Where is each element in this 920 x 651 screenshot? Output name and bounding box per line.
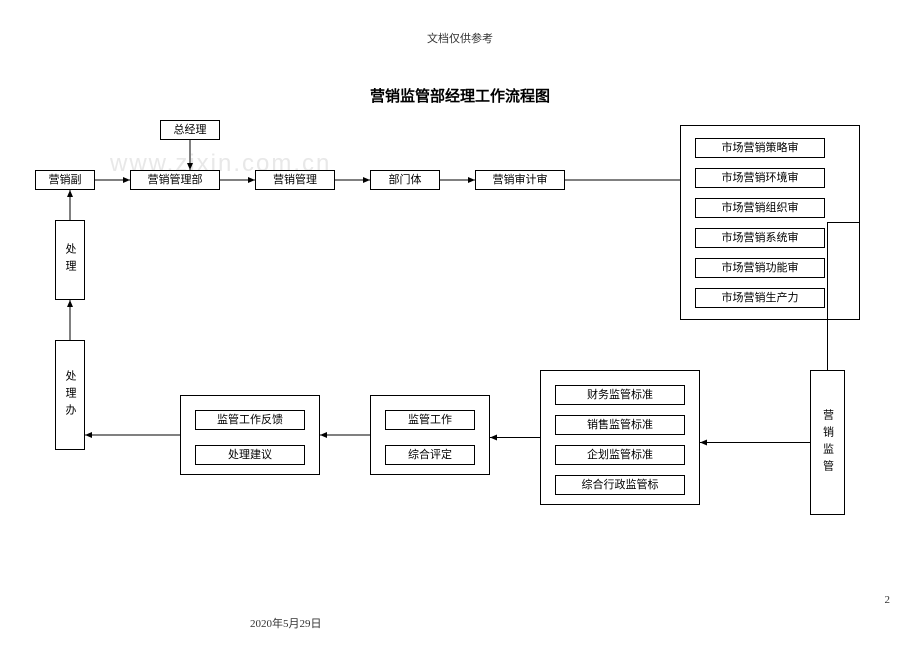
node-vleft1: 处理 <box>55 220 85 300</box>
node-n1: 营销副 <box>35 170 95 190</box>
footer-date: 2020年5月29日 <box>250 615 322 631</box>
node-n4: 部门体 <box>370 170 440 190</box>
node-n2: 营销管理部 <box>130 170 220 190</box>
node-vleft2: 处理办 <box>55 340 85 450</box>
node-n3: 营销管理 <box>255 170 335 190</box>
node-n5: 营销审计审 <box>475 170 565 190</box>
node-vright: 营销监管 <box>810 370 845 515</box>
node-cbox <box>540 370 700 505</box>
diagram-title: 营销监管部经理工作流程图 <box>0 85 920 106</box>
node-rbox <box>680 125 860 320</box>
node-n_top: 总经理 <box>160 120 220 140</box>
node-bbox_l <box>180 395 320 475</box>
node-mbox <box>370 395 490 475</box>
page-header: 文档仅供参考 <box>0 30 920 46</box>
page-number: 2 <box>885 594 891 606</box>
